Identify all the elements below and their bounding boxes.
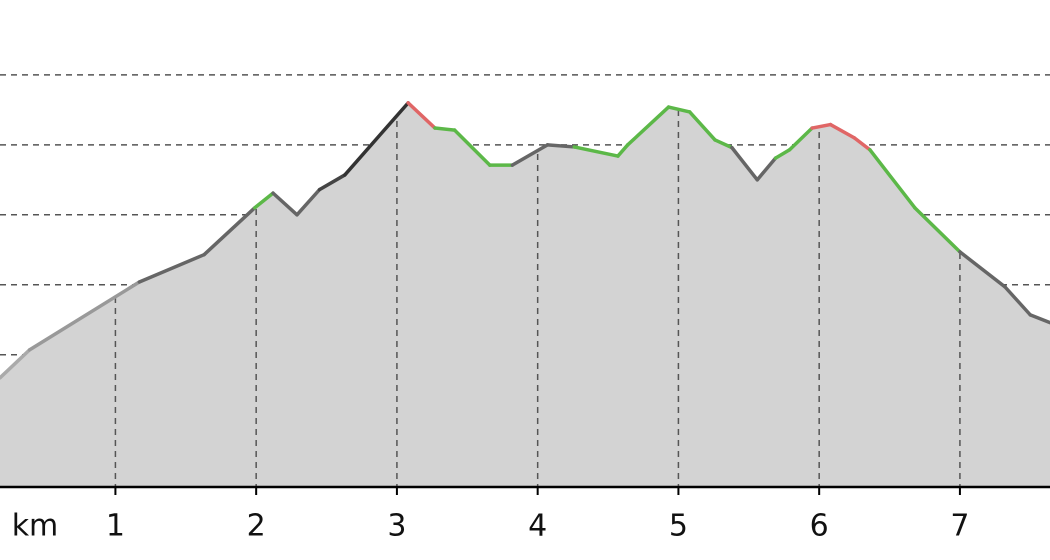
x-tick-label: 4	[528, 509, 547, 544]
x-tick-label: 7	[950, 509, 969, 544]
profile-segment	[572, 145, 620, 158]
profile-segment	[510, 143, 550, 167]
x-tick-label: 6	[810, 509, 829, 544]
profile-segment	[202, 206, 257, 257]
profile-segment	[406, 101, 437, 130]
profile-segment	[852, 136, 872, 152]
x-tick-label: 3	[387, 509, 406, 544]
profile-segment	[666, 105, 692, 114]
profile-segment	[755, 156, 778, 182]
profile-segment	[787, 126, 814, 152]
profile-segment	[687, 110, 717, 142]
profile-segment	[271, 191, 299, 217]
profile-segment	[828, 122, 857, 140]
profile-segment	[713, 138, 734, 150]
profile-segment	[773, 147, 792, 160]
profile-segment	[433, 126, 457, 132]
profile-segment	[1028, 313, 1050, 325]
profile-segment	[868, 147, 917, 210]
profile-segment	[913, 206, 962, 254]
profile-segment	[295, 187, 322, 217]
x-axis-label: km	[12, 509, 59, 544]
profile-segment	[1003, 285, 1033, 317]
profile-segment	[730, 145, 759, 182]
profile-segment	[810, 122, 833, 130]
profile-segment	[958, 250, 1007, 289]
profile-segment	[137, 252, 206, 284]
profile-segment	[0, 348, 32, 380]
x-tick-label: 2	[247, 509, 266, 544]
profile-segment	[317, 173, 347, 192]
profile-segment	[545, 143, 577, 149]
profile-segment	[625, 105, 671, 147]
x-tick-label: 5	[669, 509, 688, 544]
x-tick-label: 1	[106, 509, 125, 544]
profile-segment	[343, 101, 410, 177]
profile-segment	[27, 280, 142, 352]
profile-segment	[253, 191, 275, 210]
area	[0, 102, 1050, 487]
profile-segment	[616, 143, 630, 158]
profile-segment	[452, 128, 492, 167]
